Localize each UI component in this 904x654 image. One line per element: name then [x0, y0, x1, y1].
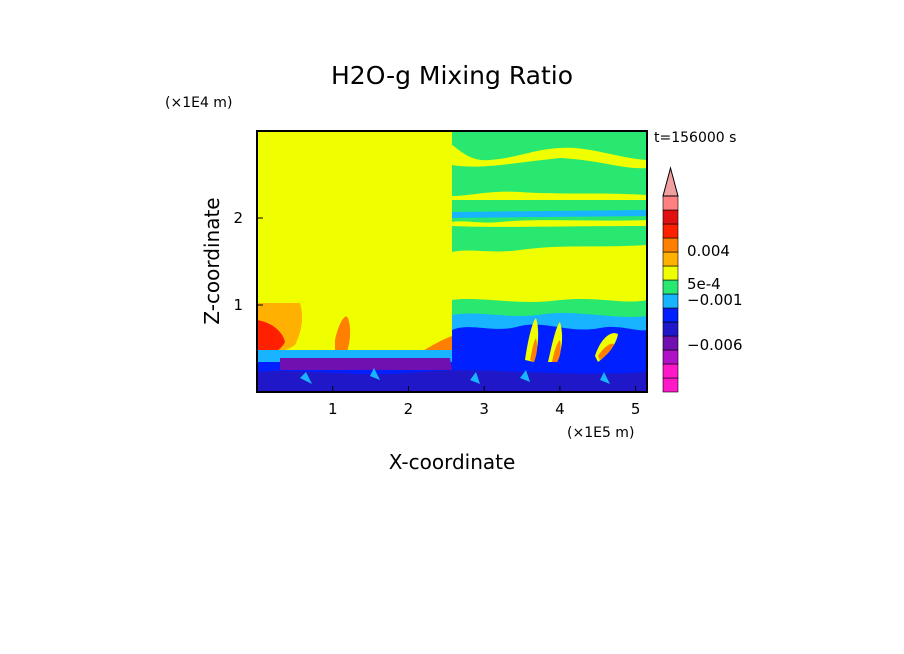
y-axis-ticks: 12 [233, 209, 263, 314]
colorbar-level [662, 251, 679, 267]
upper-green-layer-4 [452, 226, 647, 252]
left-red-core [257, 320, 285, 358]
y-tick-label: 1 [233, 296, 243, 314]
x-tick-label: 3 [479, 400, 489, 418]
x-unit-label: (×1E5 m) [567, 425, 634, 441]
plot-frame [256, 130, 648, 393]
plot-area [257, 131, 647, 392]
upper-green-layer-1 [452, 131, 647, 161]
colorbar-label: 0.004 [687, 242, 730, 260]
surface-dark-band [257, 370, 647, 392]
colorbar-level [662, 335, 679, 351]
upper-green-layer-2 [452, 158, 647, 196]
colorbar: 0.004 5e-4−0.001 −0.006 [662, 166, 743, 393]
colorbar-level [662, 321, 679, 337]
colorbar-level [662, 377, 679, 393]
y-unit-label: (×1E4 m) [165, 95, 232, 111]
chart-title: H2O-g Mixing Ratio [331, 61, 573, 90]
colorbar-level [662, 195, 679, 211]
colorbar-level [662, 237, 679, 253]
x-axis-ticks: 1 2 3 4 5 [328, 386, 640, 418]
colorbar-label: −0.006 [687, 336, 743, 354]
time-label: t=156000 s [654, 130, 736, 146]
colorbar-level [662, 265, 679, 281]
surface-purple-strip [280, 358, 452, 370]
colorbar-level [662, 349, 679, 365]
colorbar-level [662, 279, 679, 295]
x-tick-label: 4 [555, 400, 565, 418]
colorbar-label: 5e-4 [687, 275, 721, 293]
y-axis-label: Z-coordinate [200, 197, 224, 324]
colorbar-level [662, 209, 679, 225]
colorbar-level [662, 293, 679, 309]
colorbar-arrow [662, 166, 679, 197]
colorbar-level [662, 363, 679, 379]
colorbar-level [662, 223, 679, 239]
colorbar-label: −0.001 [687, 291, 743, 309]
x-axis-label: X-coordinate [389, 450, 516, 474]
x-tick-label: 1 [328, 400, 338, 418]
colorbar-level [662, 307, 679, 323]
center-orange-plume [335, 316, 351, 358]
upper-cyan-band [452, 210, 647, 218]
y-tick-label: 2 [233, 209, 243, 227]
x-tick-label: 2 [404, 400, 414, 418]
x-tick-label: 5 [631, 400, 641, 418]
